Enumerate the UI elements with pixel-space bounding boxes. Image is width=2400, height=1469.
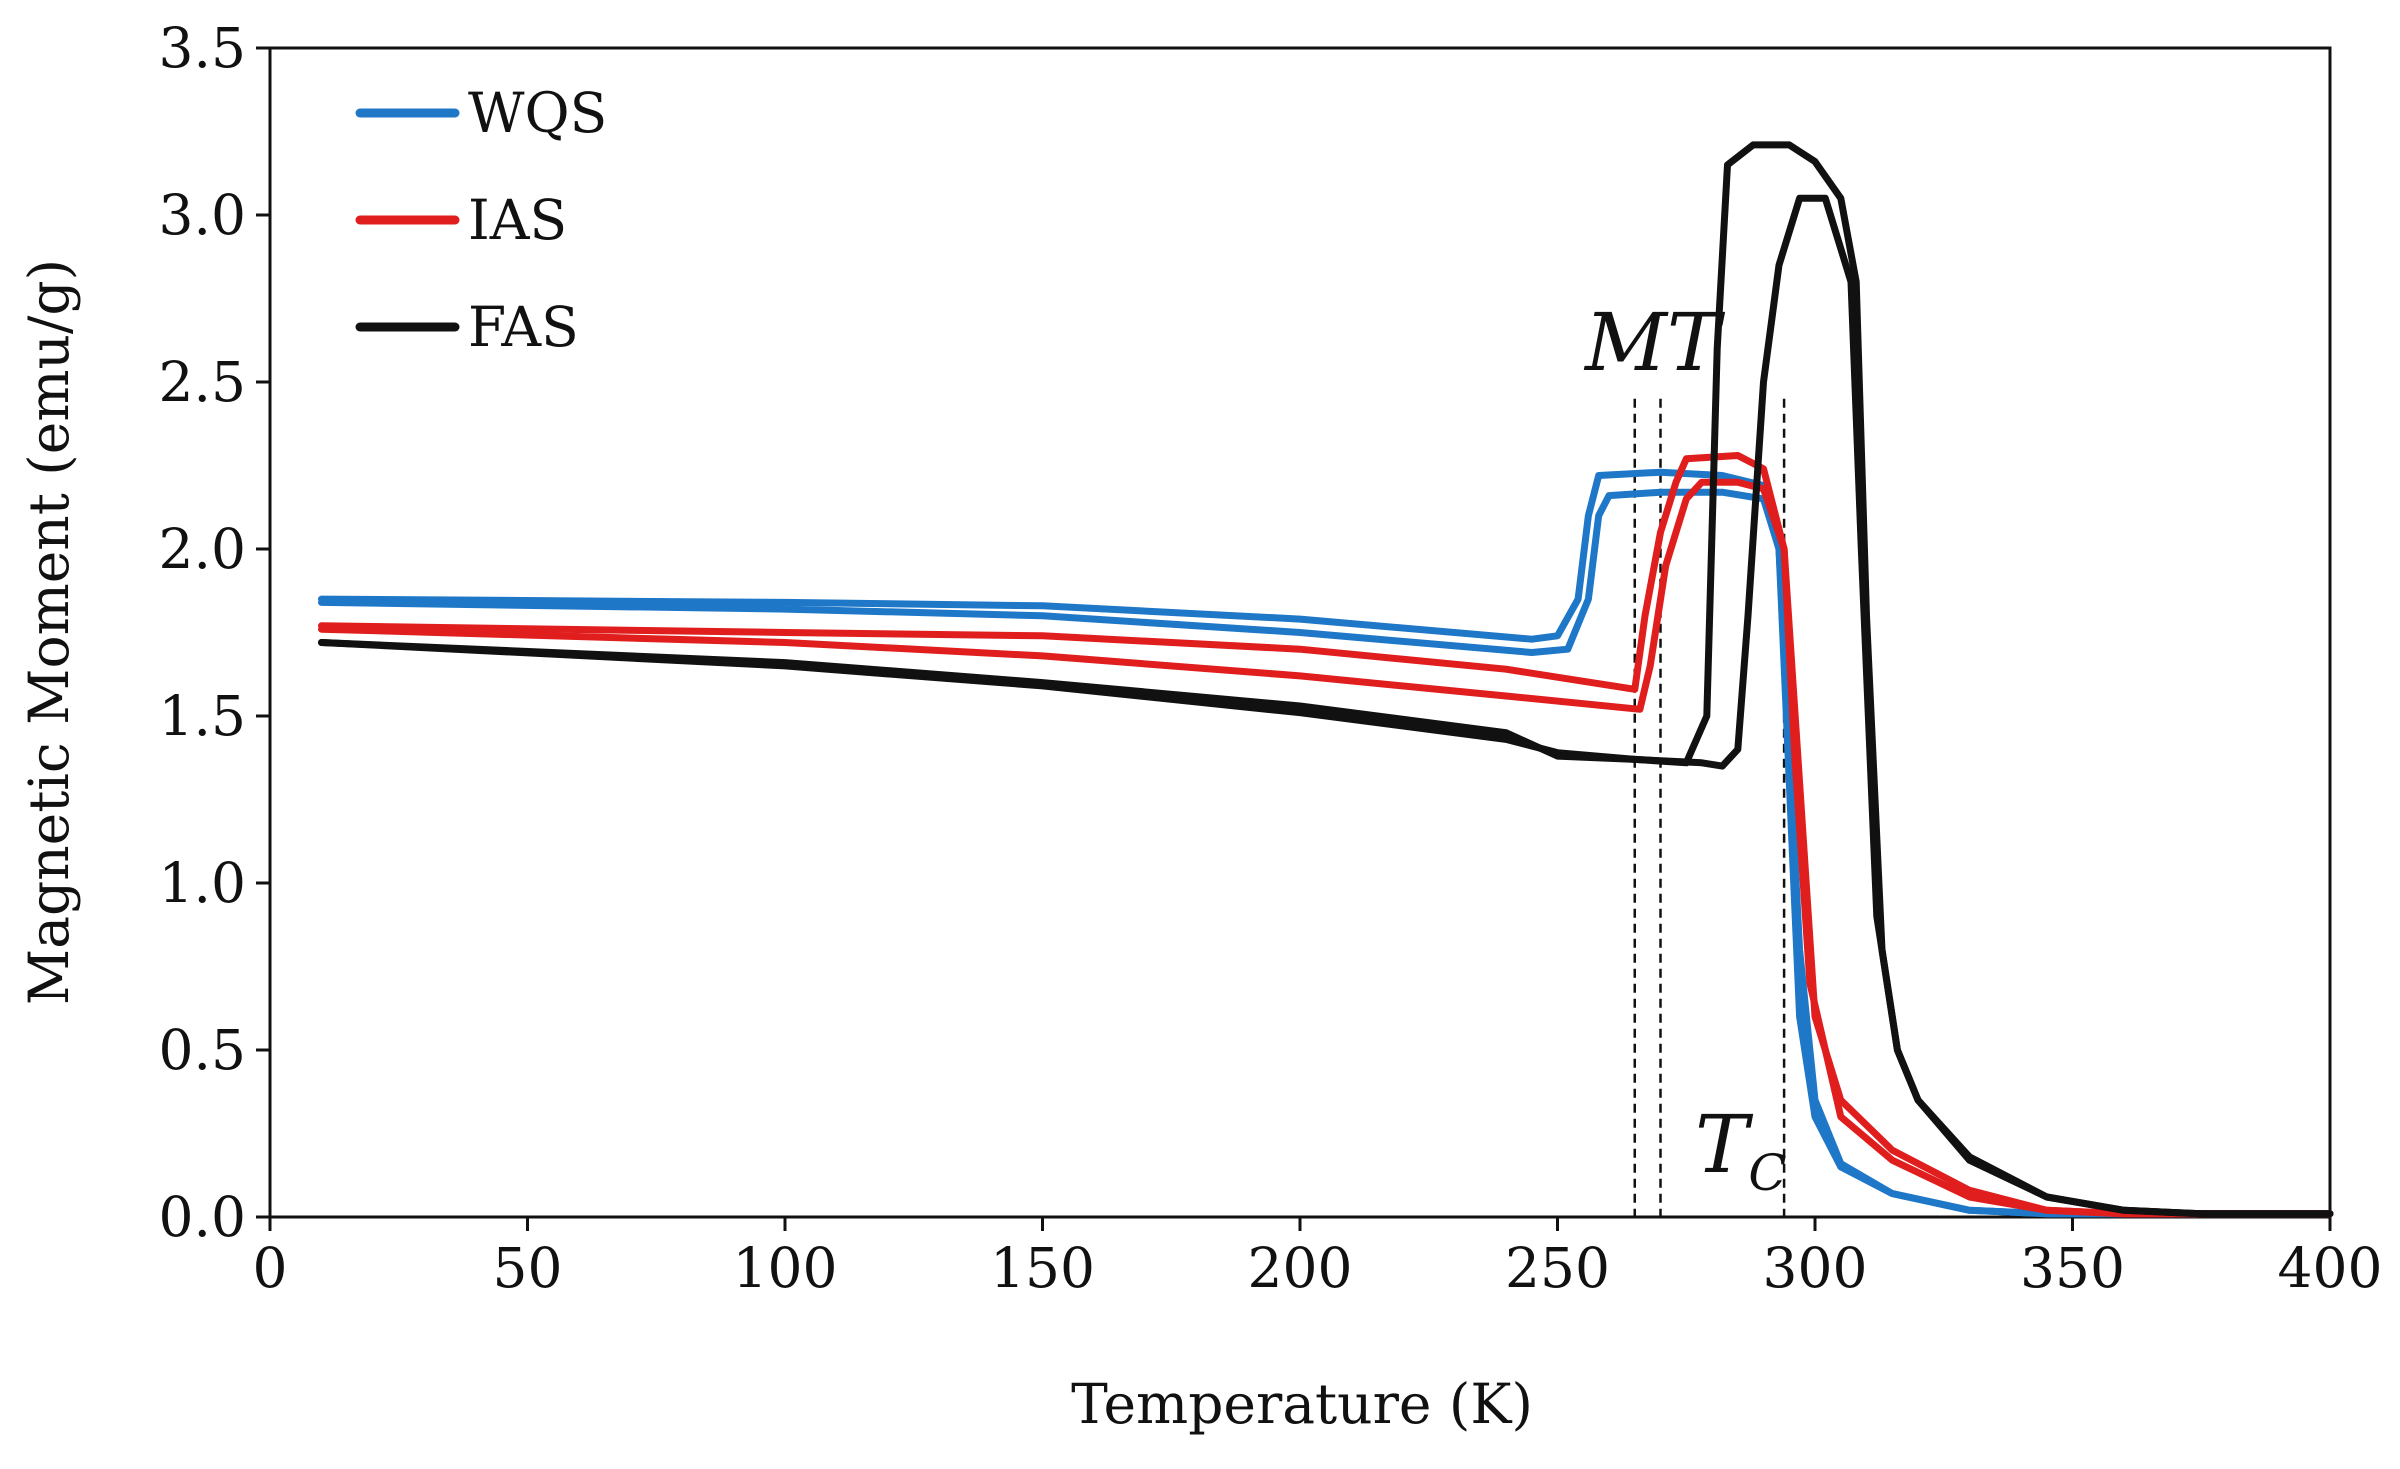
x-tick-label: 150 — [990, 1236, 1095, 1300]
x-tick-label: 100 — [733, 1236, 838, 1300]
series-fas — [318, 141, 2334, 1218]
series-ias — [318, 452, 2334, 1218]
series-line-fas-2 — [318, 194, 2334, 1218]
tc-annotation-main: T — [1695, 1098, 1754, 1191]
tc-annotation: TC — [1695, 1098, 1787, 1202]
tc-annotation-subscript: C — [1748, 1144, 1786, 1202]
axes: 0 50 100 150 200 250 300 350 400 0.0 0.5 1.0 1.5 2.0 2… — [159, 16, 2383, 1300]
y-tick-label: 1.0 — [159, 851, 246, 915]
y-tick-label: 3.5 — [159, 16, 246, 80]
x-tick-label: 250 — [1505, 1236, 1610, 1300]
x-tick-label: 50 — [493, 1236, 563, 1300]
mt-annotation: MT — [1583, 296, 1726, 389]
x-tick-label: 400 — [2278, 1236, 2383, 1300]
x-tick-label: 300 — [1763, 1236, 1868, 1300]
x-tick-label: 0 — [253, 1236, 288, 1300]
y-axis-title: Magnetic Moment (emu/g) — [17, 259, 81, 1005]
y-tick-label: 0.5 — [159, 1018, 246, 1082]
x-tick-label: 200 — [1248, 1236, 1353, 1300]
y-tick-label: 0.0 — [159, 1185, 246, 1249]
series-line-wqs-2 — [318, 488, 2334, 1218]
y-tick-label: 3.0 — [159, 183, 246, 247]
x-tick-label: 350 — [2020, 1236, 2125, 1300]
legend-label-ias: IAS — [468, 188, 567, 252]
series-line-wqs-1 — [318, 468, 2334, 1218]
series-lines — [318, 141, 2334, 1218]
series-line-ias-2 — [318, 478, 2334, 1218]
legend-label-fas: FAS — [468, 295, 579, 359]
series-line-ias-1 — [318, 452, 2334, 1218]
legend-label-wqs: WQS — [468, 81, 607, 145]
legend: WQS IAS FAS — [355, 81, 607, 359]
y-tick-label: 2.0 — [159, 517, 246, 581]
y-tick-label: 1.5 — [159, 684, 246, 748]
x-axis-title: Temperature (K) — [1071, 1372, 1533, 1436]
series-wqs — [318, 468, 2334, 1218]
y-tick-label: 2.5 — [159, 350, 246, 414]
